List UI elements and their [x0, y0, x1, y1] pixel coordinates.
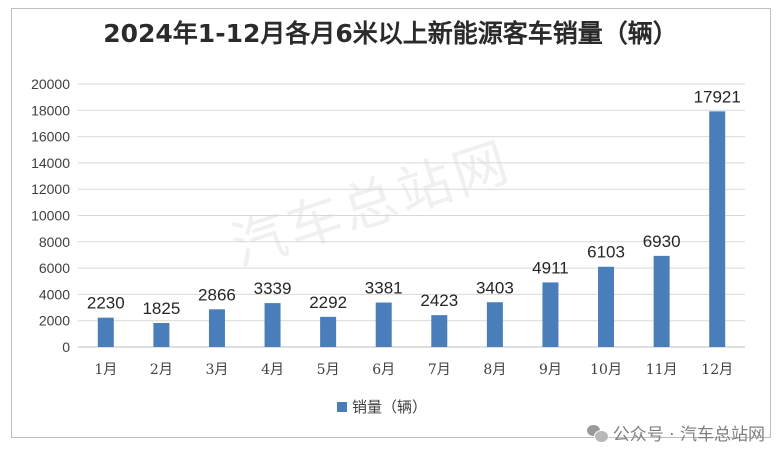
data-label: 2292: [309, 293, 347, 312]
data-label: 6930: [643, 232, 681, 251]
y-tick-label: 6000: [39, 260, 70, 276]
bar: [598, 266, 615, 347]
x-tick-label: 11月: [646, 362, 678, 378]
data-label: 3381: [365, 279, 403, 298]
legend-swatch: [337, 402, 347, 412]
gridlines: [78, 83, 745, 348]
data-label: 2230: [87, 294, 125, 313]
legend: 销量（辆）: [337, 398, 427, 416]
x-tick-label: 8月: [483, 362, 506, 378]
y-tick-label: 16000: [31, 129, 70, 145]
x-tick-label: 4月: [261, 362, 284, 378]
x-tick-label: 9月: [539, 362, 562, 378]
y-tick-label: 18000: [31, 102, 70, 118]
x-tick-label: 5月: [317, 362, 340, 378]
bar: [709, 111, 726, 347]
bar: [375, 302, 392, 347]
x-tick-label: 10月: [590, 362, 622, 378]
x-tick-label: 3月: [205, 362, 228, 378]
y-tick-label: 14000: [31, 155, 70, 171]
bar: [320, 316, 337, 347]
bar: [486, 302, 503, 347]
data-label: 3339: [254, 279, 292, 298]
x-tick-label: 1月: [94, 362, 117, 378]
bar: [431, 315, 448, 347]
chart-frame: [11, 8, 771, 438]
x-tick-label: 6月: [372, 362, 395, 378]
x-tick-label: 2月: [150, 362, 173, 378]
wechat-icon: [586, 424, 609, 443]
chart-title: 2024年1-12月各月6米以上新能源客车销量（辆）: [103, 19, 678, 48]
y-tick-label: 0: [62, 339, 70, 355]
data-label: 17921: [694, 87, 741, 106]
y-tick-label: 10000: [31, 208, 70, 224]
x-tick-label: 7月: [428, 362, 451, 378]
y-tick-label: 20000: [31, 76, 70, 92]
bars: [97, 111, 726, 347]
bar: [97, 317, 114, 347]
bar: [542, 282, 559, 347]
y-tick-label: 12000: [31, 181, 70, 197]
bar: [153, 323, 170, 347]
data-label: 2423: [420, 291, 458, 310]
bar: [264, 303, 281, 347]
bar: [208, 309, 225, 347]
data-label: 6103: [587, 243, 625, 262]
legend-label: 销量（辆）: [352, 398, 427, 416]
x-axis-ticks: 1月 2月 3月 4月 5月 6月 7月 8月 9月 10月 11月 12月: [94, 362, 733, 378]
y-axis-ticks: 0 2000 4000 6000 8000 10000 12000 14000 16000 180…: [31, 76, 70, 355]
x-tick-label: 12月: [701, 362, 733, 378]
data-label: 4911: [532, 258, 569, 277]
y-tick-label: 8000: [39, 234, 70, 250]
footer-watermark: 公众号 · 汽车总站网: [586, 420, 765, 445]
bar: [653, 255, 670, 347]
data-labels: 2230 1825 2866 3339 2292 3381 2423 3403 4911 6103…: [87, 87, 741, 318]
data-label: 1825: [142, 299, 180, 318]
y-tick-label: 4000: [39, 286, 70, 302]
y-tick-label: 2000: [39, 313, 70, 329]
footer-text: 公众号 · 汽车总站网: [612, 425, 765, 445]
data-label: 3403: [476, 278, 514, 297]
data-label: 2866: [198, 285, 236, 304]
